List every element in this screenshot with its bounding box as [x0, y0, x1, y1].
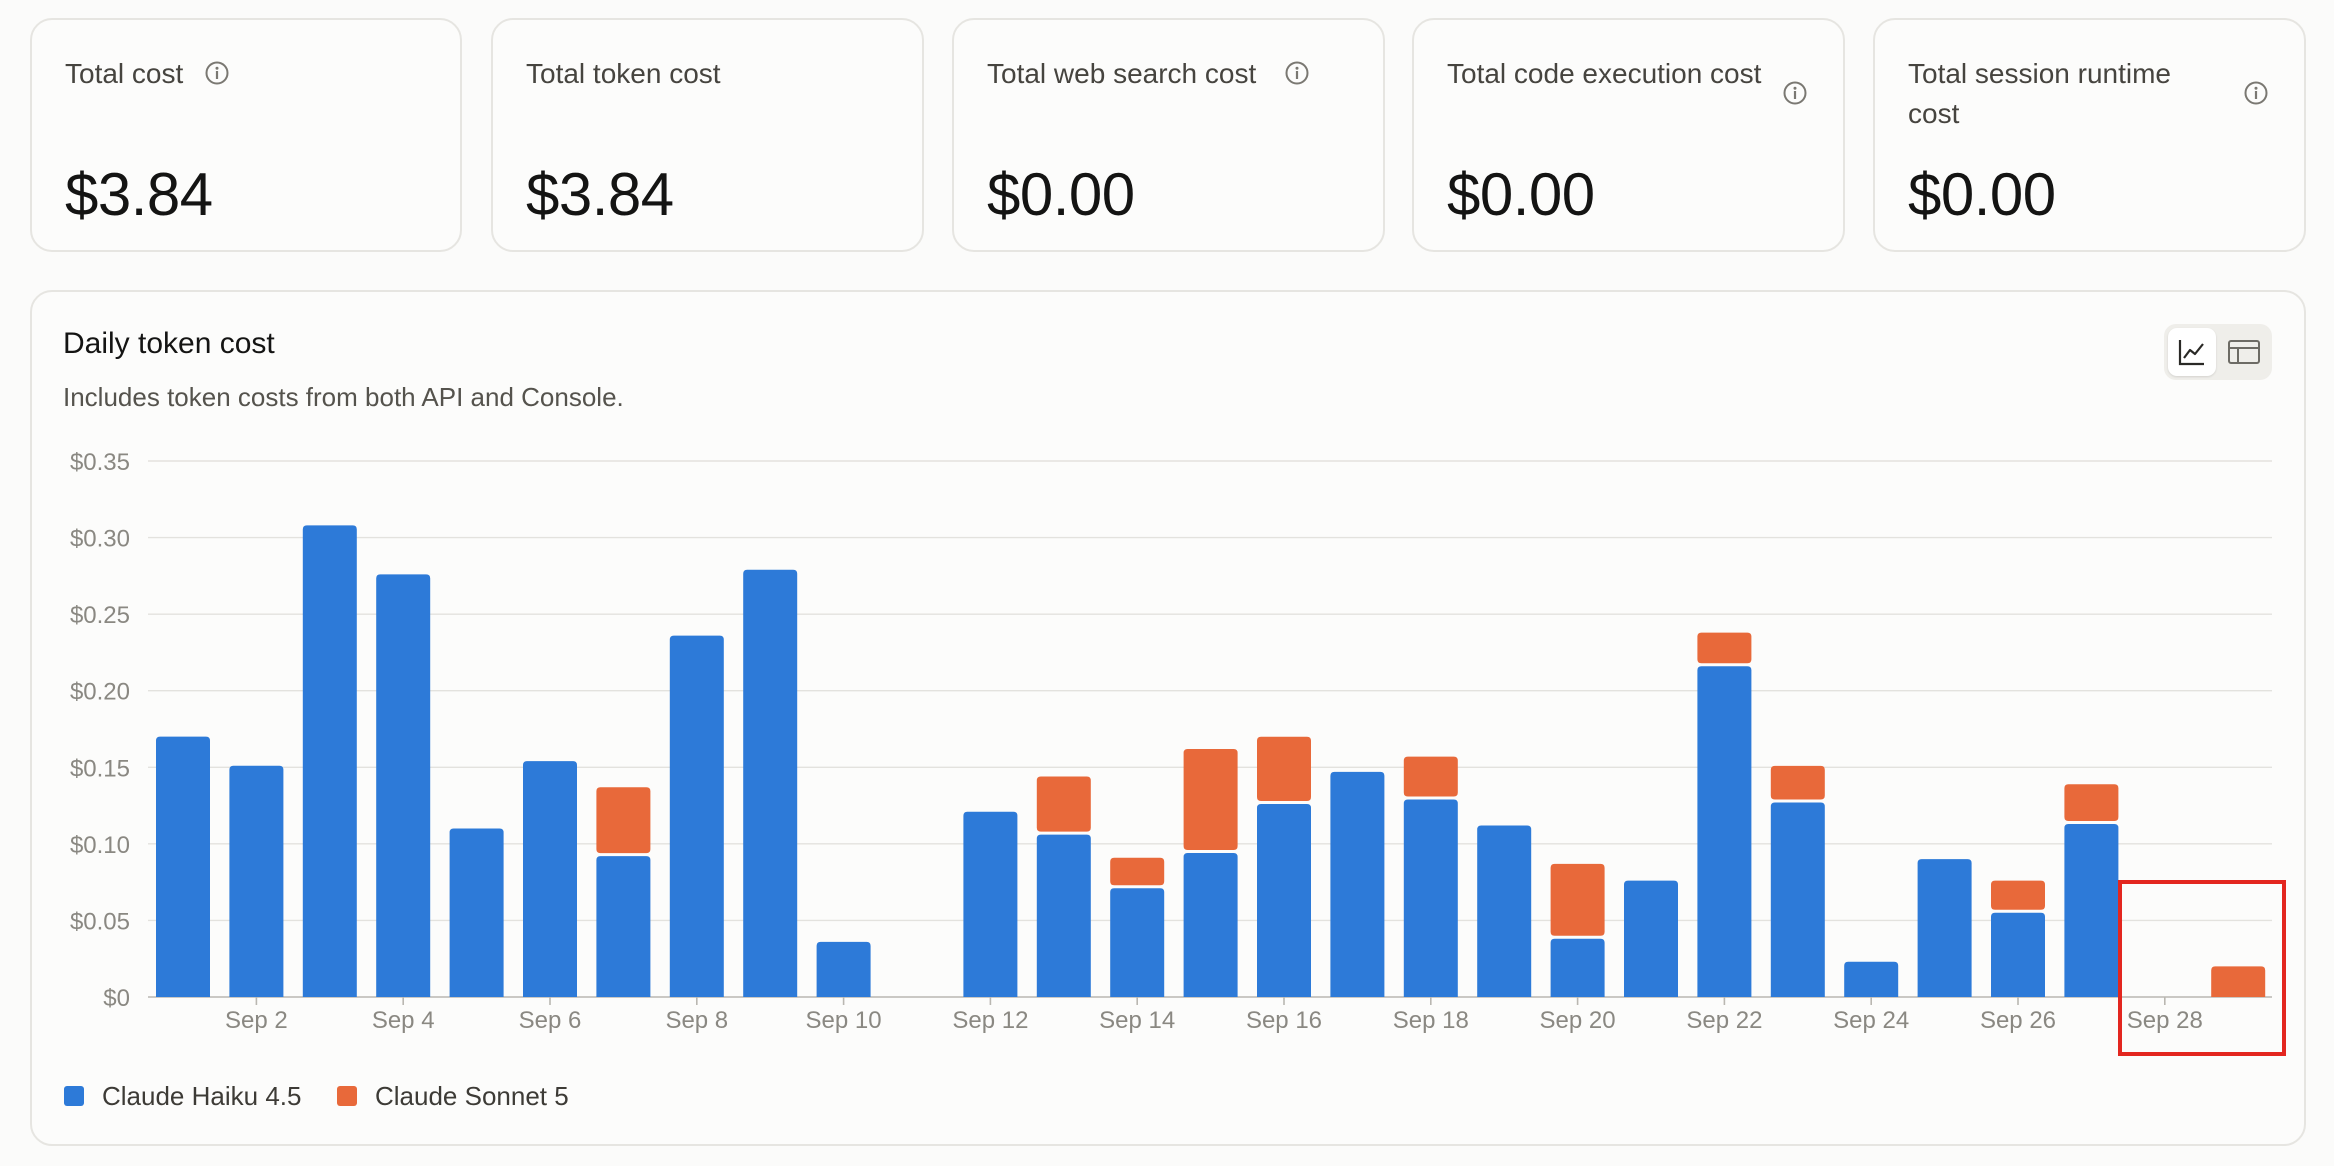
bar-sonnet — [1770, 765, 1825, 800]
bar-sonnet — [1697, 632, 1752, 664]
chart-subtitle: Includes token costs from both API and C… — [63, 382, 624, 412]
bar-haiku — [1624, 880, 1678, 997]
bar-haiku — [156, 736, 210, 997]
chart-view-button[interactable] — [2168, 328, 2216, 376]
bar-sonnet — [1257, 736, 1311, 802]
bar-sonnet — [2064, 784, 2119, 821]
x-tick-label: Sep 16 — [1246, 1007, 1322, 1034]
card-title: Total cost — [65, 58, 184, 89]
table-icon — [2228, 340, 2260, 364]
bar-sonnet — [1403, 756, 1458, 797]
card-title: Total web search cost — [987, 58, 1257, 89]
x-tick-label: Sep 28 — [2127, 1007, 2203, 1034]
bar-haiku — [1550, 938, 1605, 997]
bar-haiku — [1403, 799, 1458, 997]
x-tick-label: Sep 2 — [225, 1007, 288, 1034]
legend-swatch — [64, 1086, 84, 1106]
bar-sonnet — [1183, 748, 1238, 851]
bar-sonnet — [1991, 880, 2045, 910]
bar-haiku — [1257, 804, 1311, 997]
bar-haiku — [963, 811, 1018, 997]
bar-haiku — [596, 856, 651, 997]
card-value: $0.00 — [1908, 161, 2056, 228]
highlight-annotation-box — [2118, 880, 2286, 1056]
bar-haiku — [1110, 888, 1165, 997]
legend-item-sonnet[interactable]: Claude Sonnet 5 — [337, 1078, 569, 1114]
total-cost-card: Total cost $3.84 — [30, 18, 462, 252]
y-tick-label: $0.10 — [70, 832, 130, 859]
total-web-search-cost-card: Total web search cost $0.00 — [952, 18, 1385, 252]
bar-sonnet — [2211, 966, 2266, 997]
bar-haiku — [1036, 834, 1091, 997]
card-value: $0.00 — [1447, 161, 1595, 228]
y-tick-label: $0.05 — [70, 908, 130, 935]
x-tick-label: Sep 8 — [665, 1007, 728, 1034]
card-title: Total session runtime cost — [1908, 58, 2172, 129]
x-tick-label: Sep 20 — [1540, 1007, 1616, 1034]
bar-haiku — [743, 569, 798, 997]
bar-haiku — [1697, 666, 1752, 997]
x-tick-label: Sep 6 — [519, 1007, 582, 1034]
y-tick-label: $0.30 — [70, 526, 130, 553]
card-value: $0.00 — [987, 161, 1135, 228]
bar-haiku — [302, 525, 357, 997]
x-tick-label: Sep 18 — [1393, 1007, 1469, 1034]
y-tick-label: $0.25 — [70, 602, 130, 629]
info-icon[interactable] — [1284, 60, 1310, 86]
bar-haiku — [1330, 771, 1385, 997]
bar-haiku — [1477, 825, 1532, 997]
info-icon[interactable] — [1782, 80, 1808, 106]
bar-sonnet — [596, 787, 651, 854]
y-tick-label: $0.15 — [70, 755, 130, 782]
bar-haiku — [1917, 859, 1972, 997]
info-icon[interactable] — [2243, 80, 2269, 106]
x-tick-label: Sep 14 — [1099, 1007, 1175, 1034]
x-tick-label: Sep 4 — [372, 1007, 435, 1034]
card-value: $3.84 — [65, 161, 213, 228]
x-tick-label: Sep 26 — [1980, 1007, 2056, 1034]
card-value: $3.84 — [526, 161, 674, 228]
bar-sonnet — [1550, 863, 1605, 936]
bar-haiku — [1770, 802, 1825, 997]
y-tick-label: $0.35 — [70, 449, 130, 476]
bar-haiku — [1991, 912, 2045, 997]
bar-haiku — [1844, 961, 1899, 997]
total-session-runtime-cost-card: Total session runtime cost $0.00 — [1873, 18, 2306, 252]
card-title: Total token cost — [526, 58, 721, 89]
chart-title: Daily token cost — [63, 327, 275, 360]
x-tick-label: Sep 22 — [1686, 1007, 1762, 1034]
y-tick-label: $0 — [103, 985, 130, 1012]
info-icon[interactable] — [204, 60, 230, 86]
card-title: Total code execution cost — [1447, 58, 1762, 89]
chart-view-toggle — [2164, 324, 2272, 380]
bar-sonnet — [1036, 776, 1091, 832]
bar-haiku — [2064, 823, 2119, 997]
bar-haiku — [816, 941, 871, 997]
legend-label: Claude Haiku 4.5 — [102, 1080, 302, 1111]
bar-haiku — [523, 761, 577, 997]
x-tick-label: Sep 24 — [1833, 1007, 1909, 1034]
bar-haiku — [376, 574, 431, 997]
y-tick-label: $0.20 — [70, 679, 130, 706]
bar-sonnet — [1110, 857, 1165, 886]
bar-haiku — [229, 765, 284, 997]
bar-haiku — [669, 635, 724, 997]
line-chart-icon — [2178, 340, 2204, 366]
table-view-button[interactable] — [2220, 328, 2268, 376]
x-tick-label: Sep 10 — [806, 1007, 882, 1034]
legend-item-haiku[interactable]: Claude Haiku 4.5 — [64, 1078, 301, 1114]
legend-label: Claude Sonnet 5 — [375, 1080, 569, 1111]
bar-haiku — [449, 828, 504, 997]
total-code-execution-cost-card: Total code execution cost $0.00 — [1412, 18, 1845, 252]
legend-swatch — [337, 1086, 357, 1106]
bar-haiku — [1183, 853, 1238, 997]
total-token-cost-card: Total token cost $3.84 — [491, 18, 924, 252]
x-tick-label: Sep 12 — [952, 1007, 1028, 1034]
